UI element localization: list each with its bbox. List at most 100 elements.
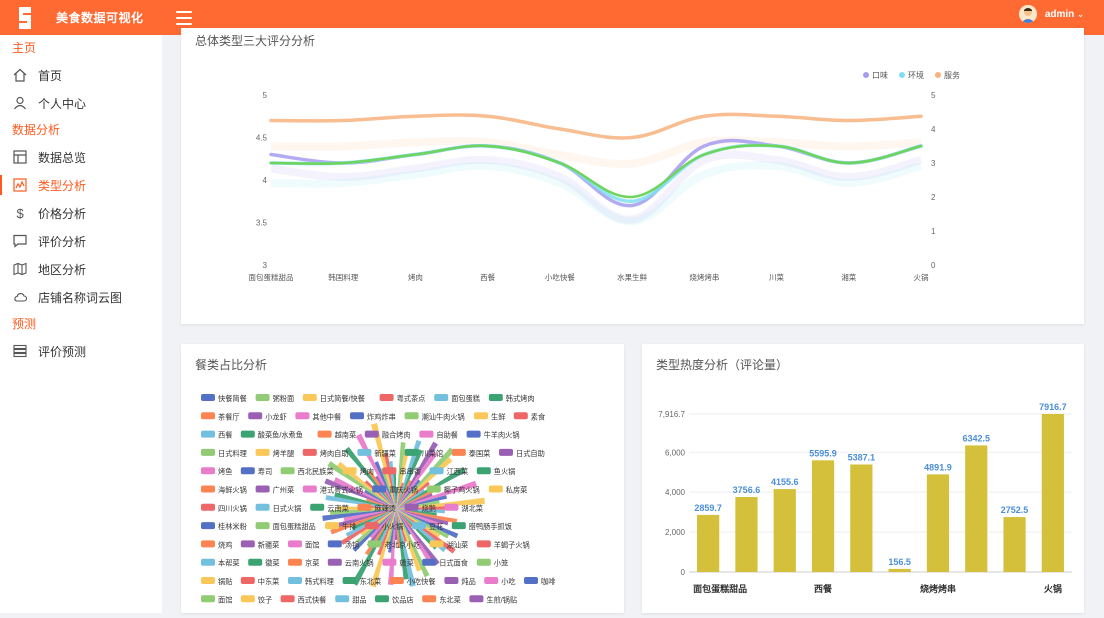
legend-label: 粥粉面 (273, 394, 295, 403)
legend-label: 串串香 (399, 467, 421, 476)
legend-swatch (367, 540, 382, 548)
pie-slice (344, 446, 396, 509)
sidebar-item-label: 首页 (38, 68, 63, 83)
legend-label: 京菜 (305, 559, 319, 568)
legend-swatch (327, 558, 342, 566)
legend-label: 汤锅 (345, 540, 359, 549)
dollar-icon: $ (12, 205, 28, 221)
series-line-highlight (269, 144, 923, 199)
legend-label: 港式粤式火锅 (320, 486, 363, 495)
legend-swatch (255, 485, 270, 493)
legend-label: 自助餐 (436, 431, 458, 440)
y-tick-label-right: 2 (931, 193, 936, 202)
legend-label: 重庆火锅 (389, 486, 418, 495)
sidebar-section-title: 数据分析 (12, 123, 61, 137)
sidebar-item-overview[interactable]: 数据总览 (0, 143, 162, 171)
line-chart[interactable]: 3 3.5 4 4.5 5 0 1 2 3 4 5 面包蛋糕甜品 韩国料理 烤肉 西餐 小吃快餐 水果生鲜 烧烤烤… (181, 28, 1084, 324)
legend-label: 甜品 (352, 595, 366, 604)
sidebar: 主页 首页 个人中心 数据分析 数据总览 类型分析 $ 价格分析 评价分析 地区… (0, 35, 162, 613)
y-tick-label-right: 4 (931, 125, 936, 134)
legend-label: 烧鹅 (422, 504, 436, 513)
legend-label: 口味 (872, 70, 888, 80)
sidebar-item-review-prediction[interactable]: 评价预测 (0, 337, 162, 365)
legend-swatch (404, 503, 419, 511)
bar-chart[interactable]: 0 2,000 4,000 6,000 7,916.7 2859.7 3756.6 4155.… (642, 344, 1084, 613)
legend-swatch (201, 540, 215, 548)
legend-label: 小吃快餐 (407, 577, 436, 586)
legend-swatch (469, 595, 484, 603)
pie-slice (396, 509, 407, 542)
sidebar-item-price-analysis[interactable]: $ 价格分析 (0, 199, 162, 227)
app-logo[interactable] (8, 0, 42, 35)
bar (850, 464, 873, 572)
legend-label: 西北民族菜 (298, 467, 334, 476)
pie-slice (393, 469, 396, 509)
sidebar-item-type-analysis[interactable]: 类型分析 (0, 171, 162, 199)
list-icon (12, 343, 28, 359)
y-tick-label: 2,000 (665, 528, 686, 537)
legend-label: 烤肉 (360, 467, 374, 476)
legend-label: 茶餐厅 (218, 412, 240, 421)
pie-slice (396, 509, 401, 548)
legend-swatch (240, 595, 255, 603)
legend-label: 面包蛋糕甜品 (273, 522, 316, 531)
pie-slice (396, 449, 423, 509)
legend-swatch (201, 522, 215, 530)
pie-slice (366, 498, 396, 509)
pie-slice (396, 509, 459, 539)
legend-swatch (325, 522, 339, 530)
pie-slice (396, 509, 449, 526)
legend-swatch (863, 72, 869, 78)
legend-label: 牛羊肉火锅 (484, 431, 520, 440)
pie-slice (396, 451, 438, 509)
pie-slice (396, 509, 438, 550)
legend-label: 鱼火锅 (494, 467, 516, 476)
pie-slice (370, 505, 396, 509)
pie-slice (375, 475, 396, 509)
pie-slice (396, 509, 430, 578)
legend-label: 日式简餐/快餐 (320, 394, 365, 403)
pie-slice (396, 509, 413, 528)
bar (888, 568, 911, 572)
y-tick-label-right: 1 (931, 227, 936, 236)
legend-label: 小龙虾 (265, 412, 287, 421)
bar-chart-card: 类型热度分析（评论量） 0 2,000 4,000 6,000 7,916.7 2859.… (642, 344, 1084, 613)
y-tick-label-left: 3.5 (256, 219, 268, 228)
menu-toggle-icon[interactable] (175, 10, 192, 25)
legend-label: 私房菜 (506, 486, 528, 495)
legend-label: 韩式料理 (305, 577, 334, 586)
legend-label: 锅贴 (218, 577, 232, 586)
sidebar-item-profile[interactable]: 个人中心 (0, 89, 162, 117)
avatar (1018, 5, 1037, 23)
legend-swatch (342, 577, 357, 584)
legend-label: 东北菜 (360, 577, 382, 586)
sidebar-item-review-analysis[interactable]: 评价分析 (0, 227, 162, 255)
pie-slice (388, 509, 396, 553)
pie-slice (343, 509, 396, 522)
legend-swatch (476, 467, 491, 475)
legend-label: 越南菜 (335, 431, 357, 440)
legend-swatch (412, 522, 426, 530)
legend-swatch (248, 412, 263, 420)
chart-icon (12, 177, 28, 193)
legend-swatch (240, 540, 255, 548)
x-tick-label: 西餐 (814, 583, 833, 594)
sidebar-item-wordcloud[interactable]: 店铺名称词云图 (0, 283, 162, 311)
legend-label: 面馆 (218, 595, 232, 604)
bar-value-label: 3756.6 (733, 485, 761, 495)
sidebar-item-region-analysis[interactable]: 地区分析 (0, 255, 162, 283)
pie-slice (370, 423, 396, 509)
sidebar-item-label: 地区分析 (38, 262, 87, 277)
legend-label: 川菜馆 (422, 449, 444, 458)
legend-swatch (484, 577, 499, 584)
sidebar-item-home[interactable]: 首页 (0, 61, 162, 89)
legend-label: 东北菜 (439, 595, 461, 604)
pie-slice (387, 509, 396, 585)
pie-slice (396, 488, 425, 509)
legend-swatch (372, 485, 387, 493)
pie-slice (396, 450, 409, 509)
user-menu[interactable]: admin ⌄ (1018, 5, 1084, 23)
bar-value-label: 6342.5 (962, 433, 990, 443)
legend-label: 泰国菜 (469, 449, 491, 458)
